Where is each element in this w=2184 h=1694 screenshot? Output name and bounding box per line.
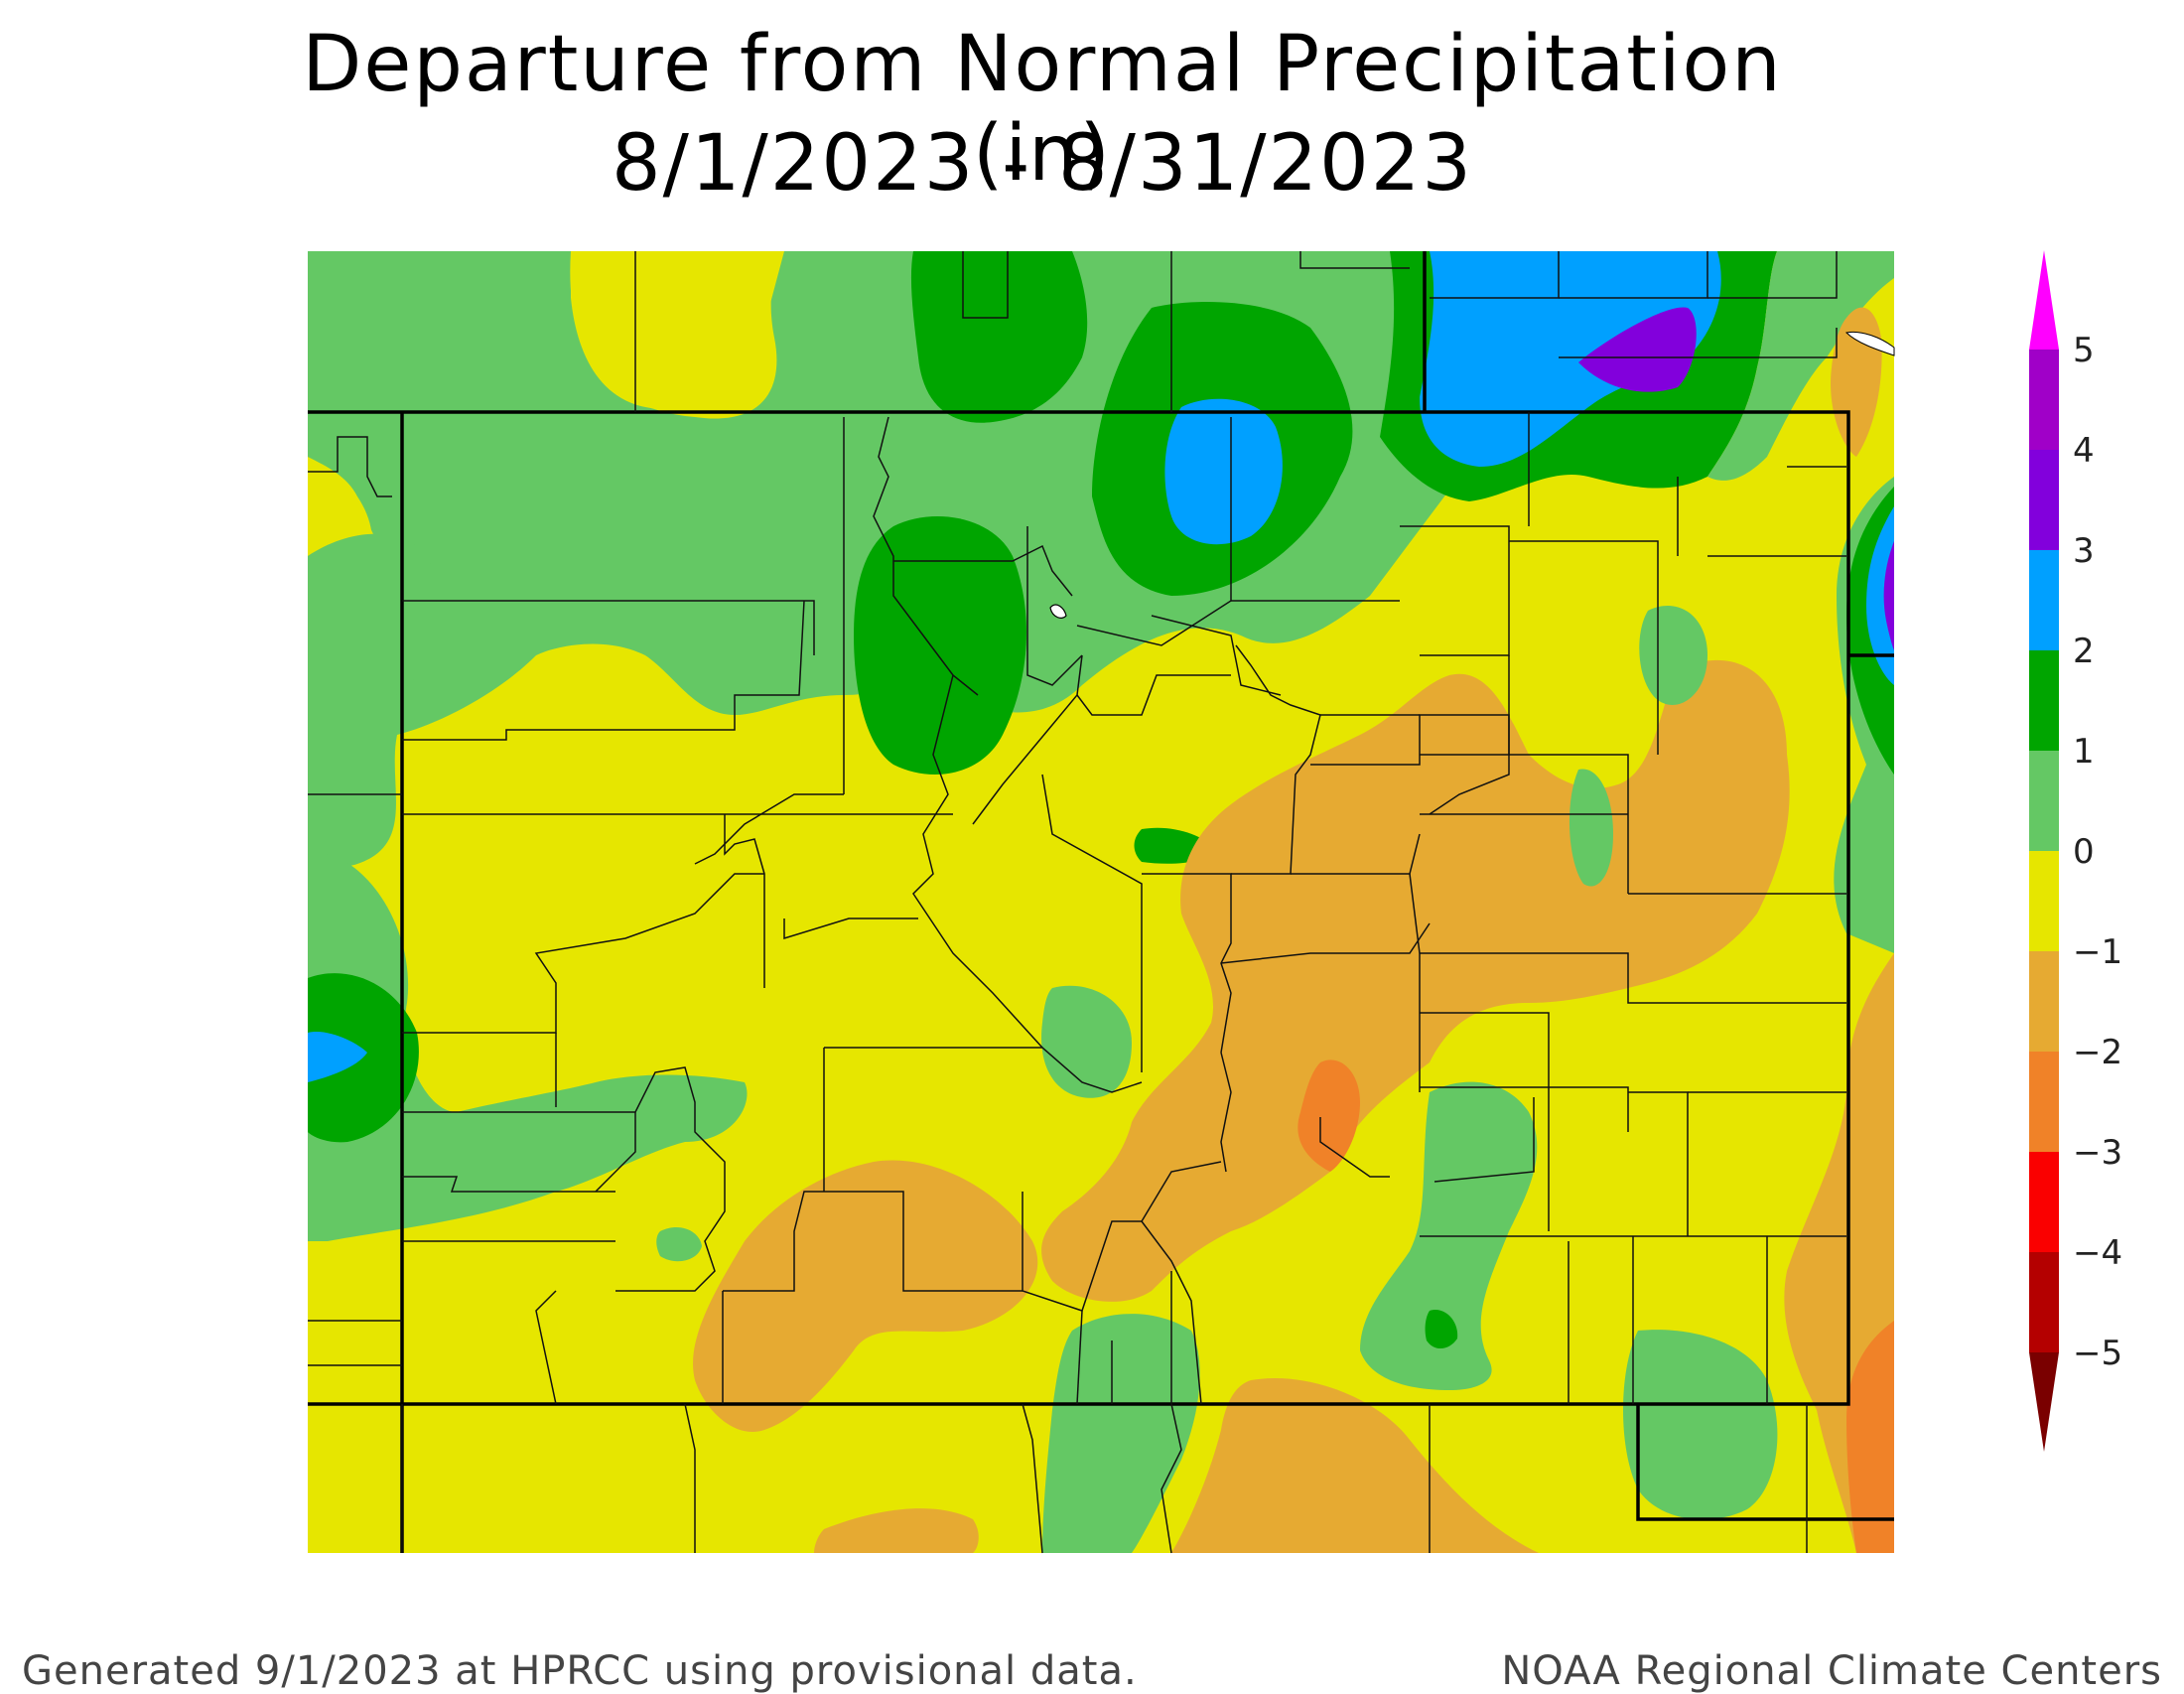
- lake-shape-ne: [1844, 331, 1895, 356]
- contour-green-ne-edge: [1707, 251, 1894, 481]
- colorbar-band: [2029, 550, 2059, 650]
- footer-generated-note: Generated 9/1/2023 at HPRCC using provis…: [22, 1648, 1138, 1694]
- county-boundaries: [308, 251, 1846, 1554]
- state-line-sw: [1636, 1404, 1894, 1521]
- colorbar-tick-label: 1: [2073, 732, 2095, 772]
- contour-darkgreen-north-central: [910, 251, 1088, 423]
- colorbar-band: [2029, 450, 2059, 550]
- footer-credit: NOAA Regional Climate Centers: [1501, 1648, 2162, 1694]
- colorbar-tick-label: −2: [2073, 1033, 2122, 1072]
- contour-blue-east-edge: [1866, 506, 1894, 685]
- contour-blue-west: [308, 1032, 367, 1082]
- colorbar-below-arrow: [2029, 1352, 2059, 1452]
- colorbar-band: [2029, 851, 2059, 951]
- contour-darkgreen-central: [854, 516, 1026, 775]
- colorbar-tick-label: 5: [2073, 331, 2095, 370]
- contour-orange-south: [1171, 1378, 1539, 1553]
- contour-green-east-mid2: [1569, 769, 1613, 887]
- state-boundaries: [308, 251, 1894, 1553]
- contour-purple-east-edge: [1883, 541, 1894, 650]
- contour-orange-south-low: [814, 1508, 979, 1553]
- colorbar-tick-label: 3: [2073, 531, 2095, 571]
- colorbar-tick-label: 2: [2073, 632, 2095, 671]
- colorbar-band: [2029, 1152, 2059, 1252]
- colorbar-band: [2029, 1052, 2059, 1152]
- contour-blue-north-central: [1164, 398, 1283, 545]
- colorbar-tick-label: −4: [2073, 1233, 2122, 1273]
- colorbar-above-arrow: [2029, 250, 2059, 350]
- lake-shape: [1049, 604, 1067, 619]
- colorbar-tick-label: −5: [2073, 1334, 2122, 1373]
- colorbar: 5 4 3 2 1 0 −1 −2 −3 −4 −5: [2029, 250, 2122, 1452]
- map-title-line2: 8/1/2023 - 8/31/2023: [612, 119, 1473, 209]
- contour-orange-southwest: [693, 1160, 1038, 1432]
- contour-green-west-blob: [308, 533, 437, 711]
- contour-darkgreen-se-spot: [1425, 1310, 1458, 1349]
- contour-green-west-low: [308, 853, 748, 1241]
- colorbar-band: [2029, 1252, 2059, 1352]
- state-line-colorado: [308, 410, 1850, 1406]
- contour-green-centralsouth-blob: [1041, 985, 1132, 1098]
- contour-darkorange-se-central: [1297, 1059, 1360, 1172]
- contour-green-south-central: [1042, 1314, 1200, 1553]
- contour-darkgreen-west: [308, 973, 419, 1143]
- colorbar-tick-label: 4: [2073, 431, 2095, 471]
- contour-green-south-small: [656, 1226, 702, 1262]
- colorbar-tick-label: 0: [2073, 832, 2095, 872]
- contour-darkorange-se-edge: [1846, 1321, 1894, 1553]
- contour-purple-ne: [1578, 307, 1697, 392]
- colorbar-band: [2029, 751, 2059, 851]
- contour-green-south-east: [1623, 1330, 1778, 1520]
- colorbar-tick-label: −1: [2073, 932, 2122, 972]
- contour-yellow-north-lobe: [571, 251, 784, 411]
- colorbar-tick-label: −3: [2073, 1133, 2122, 1173]
- colorbar-band: [2029, 650, 2059, 751]
- map-title-line1: Departure from Normal Precipitation (in): [302, 20, 1783, 199]
- contour-green-east-mid1: [1639, 606, 1707, 705]
- colorbar-band: [2029, 951, 2059, 1052]
- colorbar-band: [2029, 350, 2059, 450]
